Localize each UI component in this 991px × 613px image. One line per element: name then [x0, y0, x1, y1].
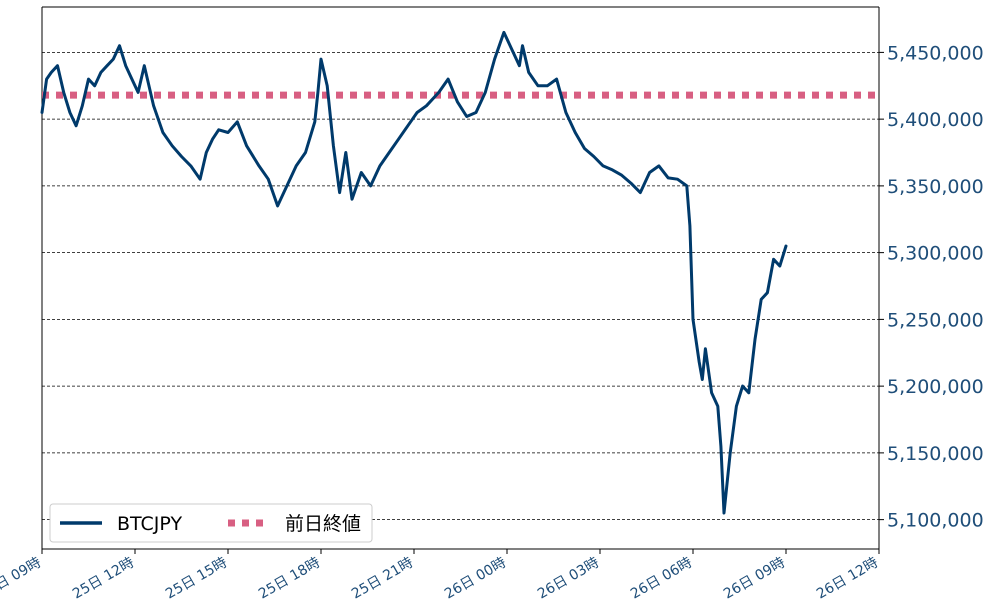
x-tick-label: 26日 06時: [628, 555, 695, 603]
series-line-btcjpy: [40, 30, 788, 515]
gridlines: [42, 51, 884, 521]
legend-label-reference: 前日終値: [285, 513, 361, 535]
x-tick-label: 25日 09時: [0, 555, 44, 603]
y-tick-label: 5,300,000: [887, 243, 984, 265]
x-tick-label: 26日 09時: [721, 555, 788, 603]
x-tick-labels: 25日 09時 25日 12時 25日 15時 25日 18時 25日 21時 26日 0…: [0, 549, 881, 603]
x-tick-label: 25日 21時: [349, 555, 416, 603]
x-tick-label: 25日 18時: [256, 555, 323, 603]
x-tick-label: 26日 12時: [814, 555, 881, 603]
y-tick-label: 5,350,000: [887, 176, 984, 198]
y-tick-labels: 5,100,000 5,150,000 5,200,000 5,250,000 5,30…: [887, 42, 984, 531]
x-tick-label: 26日 00時: [442, 555, 509, 603]
y-tick-label: 5,450,000: [887, 42, 984, 64]
x-tick-label: 26日 03時: [535, 555, 602, 603]
legend-label-series: BTCJPY: [117, 513, 182, 535]
x-tick-label: 25日 15時: [163, 555, 230, 603]
series-layer: [40, 30, 788, 515]
y-tick-label: 5,400,000: [887, 109, 984, 131]
x-tick-label: 25日 12時: [70, 555, 137, 603]
y-tick-label: 5,200,000: [887, 376, 984, 398]
y-tick-label: 5,250,000: [887, 309, 984, 331]
y-tick-label: 5,150,000: [887, 443, 984, 465]
y-tick-label: 5,100,000: [887, 510, 984, 532]
legend-box: [49, 503, 373, 543]
legend: BTCJPY 前日終値: [49, 503, 373, 543]
